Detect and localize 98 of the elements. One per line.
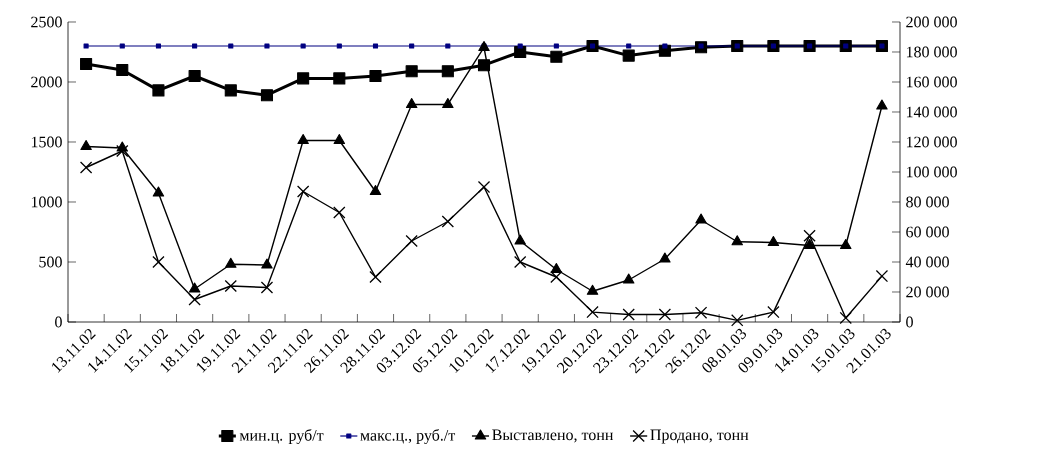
point (409, 43, 415, 49)
point (622, 273, 635, 284)
point (662, 43, 668, 49)
point (731, 235, 743, 246)
point (441, 65, 454, 78)
y2-tick-label: 200 000 (906, 16, 957, 28)
y2-tick-label: 100 000 (906, 166, 957, 178)
point (264, 43, 270, 49)
point (550, 262, 563, 274)
point (405, 97, 418, 109)
point (767, 306, 780, 319)
point (152, 84, 165, 97)
y2-tick-label: 140 000 (906, 106, 957, 118)
point (297, 133, 309, 145)
point (517, 43, 523, 49)
point (658, 308, 671, 321)
point (116, 145, 129, 157)
point (622, 49, 635, 62)
point (876, 99, 888, 110)
point (369, 184, 382, 196)
legend-label: Выставлено, тонн (492, 429, 614, 443)
point (839, 311, 852, 324)
point (659, 252, 671, 263)
point (622, 308, 635, 321)
point (550, 271, 563, 283)
point (152, 256, 165, 268)
point (405, 65, 418, 78)
point (80, 139, 92, 151)
point (188, 69, 201, 83)
legend-label: Продано, тонн (650, 429, 749, 444)
point (333, 133, 346, 145)
point (80, 57, 93, 71)
point (695, 213, 707, 224)
point (192, 43, 198, 49)
point (260, 89, 274, 102)
point (445, 43, 451, 49)
point (550, 50, 563, 63)
point (441, 215, 454, 228)
y-tick-label: 500 (39, 256, 62, 268)
y-tick-label: 2500 (31, 16, 62, 28)
y2-tick-label: 20 000 (906, 286, 949, 298)
point (333, 72, 346, 85)
point (803, 238, 816, 250)
point (152, 186, 165, 197)
point (224, 280, 237, 292)
point (698, 43, 704, 49)
point (224, 84, 237, 97)
point (260, 281, 273, 294)
point (734, 43, 740, 49)
point (442, 97, 454, 109)
y2-tick-label: 180 000 (906, 46, 957, 58)
point (225, 257, 237, 268)
point (695, 306, 708, 319)
point (333, 206, 346, 219)
legend-label: мин.ц. руб/т (239, 429, 324, 444)
y2-tick-label: 80 000 (906, 196, 949, 208)
point (119, 43, 125, 49)
y-tick-label: 0 (55, 316, 62, 328)
point (731, 314, 744, 327)
y2-tick-label: 160 000 (906, 76, 957, 88)
point (879, 43, 885, 49)
point (589, 43, 596, 49)
point (261, 258, 273, 269)
y2-tick-label: 0 (906, 316, 913, 328)
y-tick-label: 1500 (31, 136, 62, 148)
point (372, 43, 379, 49)
point (300, 43, 306, 49)
point (586, 306, 599, 319)
point (297, 72, 310, 85)
point (514, 256, 527, 268)
point (586, 284, 599, 295)
point (840, 238, 852, 250)
point (770, 43, 776, 49)
point (553, 43, 559, 49)
point (188, 282, 201, 293)
y-tick-label: 1000 (31, 196, 62, 208)
y-tick-label: 2000 (31, 76, 62, 88)
point (83, 43, 89, 49)
point (297, 185, 310, 198)
point (405, 235, 418, 247)
point (843, 43, 849, 49)
y2-tick-label: 60 000 (906, 226, 949, 238)
point (803, 229, 816, 242)
point (807, 43, 813, 49)
point (336, 43, 342, 49)
point (155, 43, 161, 49)
legend-label: макс.ц., руб./т (360, 429, 456, 444)
point (188, 293, 201, 306)
y2-tick-label: 120 000 (906, 136, 957, 148)
point (80, 161, 93, 174)
point (116, 63, 129, 77)
point (767, 235, 780, 247)
point (626, 43, 632, 49)
point (369, 271, 382, 283)
y2-tick-label: 40 000 (905, 256, 949, 268)
point (369, 69, 382, 83)
point (514, 234, 526, 245)
point (228, 43, 234, 49)
